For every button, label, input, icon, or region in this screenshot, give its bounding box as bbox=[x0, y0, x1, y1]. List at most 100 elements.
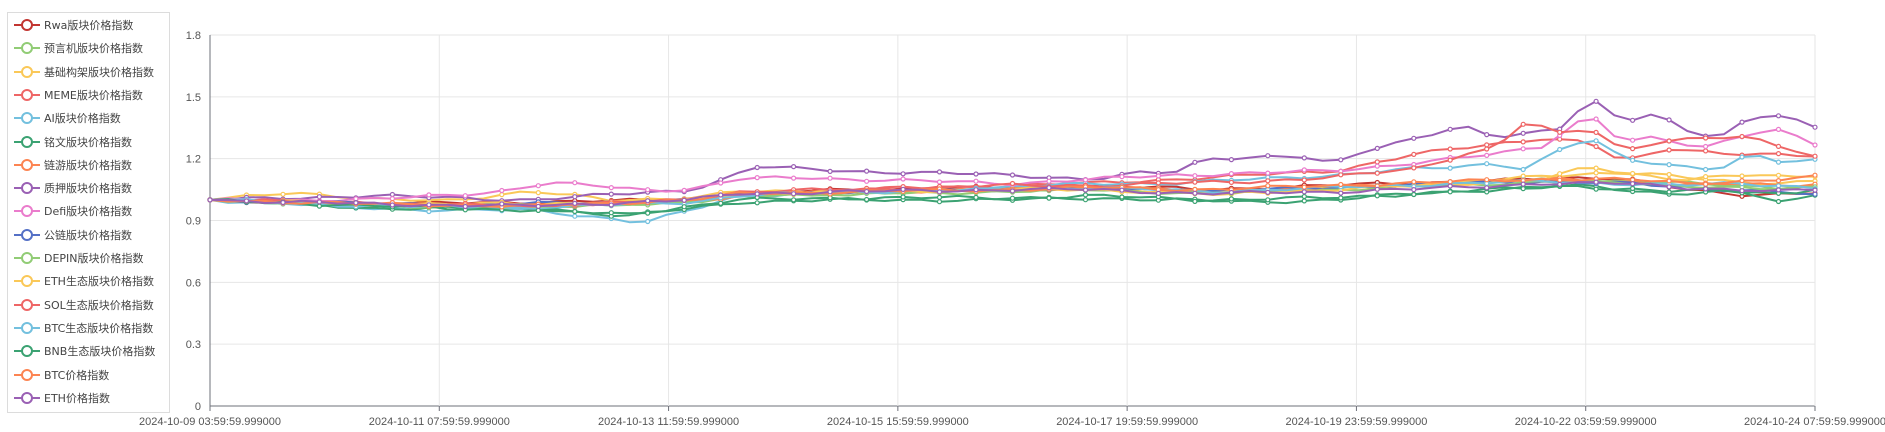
data-point[interactable] bbox=[1593, 170, 1599, 176]
data-point[interactable] bbox=[645, 210, 651, 216]
data-point[interactable] bbox=[1666, 184, 1672, 190]
data-point[interactable] bbox=[1739, 133, 1745, 140]
data-point[interactable] bbox=[1447, 179, 1453, 185]
legend-item[interactable]: 质押版块价格指数 bbox=[14, 180, 132, 196]
data-point[interactable] bbox=[1301, 184, 1307, 190]
data-point[interactable] bbox=[572, 213, 578, 219]
data-point[interactable] bbox=[1593, 98, 1599, 104]
data-point[interactable] bbox=[1629, 185, 1636, 192]
legend-item[interactable]: DEPIN版块价格指数 bbox=[14, 250, 144, 266]
data-point[interactable] bbox=[608, 202, 614, 208]
data-point[interactable] bbox=[827, 175, 833, 181]
legend-item[interactable]: ETH价格指数 bbox=[14, 390, 110, 406]
data-point[interactable] bbox=[1702, 135, 1709, 141]
data-point[interactable] bbox=[1119, 194, 1125, 200]
data-point[interactable] bbox=[1082, 177, 1089, 183]
data-point[interactable] bbox=[1739, 173, 1745, 179]
data-point[interactable] bbox=[790, 175, 797, 181]
data-point[interactable] bbox=[1265, 189, 1271, 195]
data-point[interactable] bbox=[1374, 159, 1380, 165]
data-point[interactable] bbox=[1739, 119, 1745, 125]
data-point[interactable] bbox=[1812, 172, 1818, 178]
data-point[interactable] bbox=[1009, 188, 1016, 194]
data-point[interactable] bbox=[936, 179, 943, 185]
data-point[interactable] bbox=[1484, 132, 1490, 138]
data-point[interactable] bbox=[973, 171, 979, 177]
data-point[interactable] bbox=[1447, 126, 1453, 132]
legend-item[interactable]: ETH生态版块价格指数 bbox=[14, 273, 154, 289]
data-point[interactable] bbox=[535, 183, 541, 189]
data-point[interactable] bbox=[1739, 188, 1745, 194]
data-point[interactable] bbox=[1301, 193, 1307, 200]
data-point[interactable] bbox=[572, 180, 578, 186]
data-point[interactable] bbox=[1520, 130, 1526, 136]
data-point[interactable] bbox=[608, 185, 614, 191]
data-point[interactable] bbox=[316, 194, 322, 200]
legend-item[interactable]: BNB生态版块价格指数 bbox=[14, 343, 155, 359]
data-point[interactable] bbox=[353, 200, 359, 206]
data-point[interactable] bbox=[1155, 190, 1162, 196]
data-point[interactable] bbox=[1629, 117, 1636, 123]
legend-item[interactable]: 预言机版块价格指数 bbox=[14, 40, 143, 56]
data-point[interactable] bbox=[1775, 143, 1782, 149]
data-point[interactable] bbox=[1702, 143, 1709, 150]
data-point[interactable] bbox=[1374, 145, 1380, 151]
data-point[interactable] bbox=[1228, 179, 1235, 185]
data-point[interactable] bbox=[1520, 181, 1526, 187]
data-point[interactable] bbox=[754, 164, 760, 171]
data-point[interactable] bbox=[1192, 173, 1198, 179]
data-point[interactable] bbox=[1666, 171, 1672, 178]
legend-item[interactable]: 链游版块价格指数 bbox=[14, 157, 132, 173]
data-point[interactable] bbox=[973, 187, 979, 193]
data-point[interactable] bbox=[718, 192, 724, 198]
data-point[interactable] bbox=[1812, 153, 1818, 159]
data-point[interactable] bbox=[1265, 197, 1271, 203]
data-point[interactable] bbox=[1411, 135, 1417, 141]
data-point[interactable] bbox=[790, 164, 797, 170]
data-point[interactable] bbox=[827, 168, 833, 174]
data-point[interactable] bbox=[718, 180, 724, 186]
data-point[interactable] bbox=[1411, 191, 1417, 198]
legend-item[interactable]: SOL生态版块价格指数 bbox=[14, 297, 154, 313]
legend-item[interactable]: BTC价格指数 bbox=[14, 367, 109, 383]
data-point[interactable] bbox=[1119, 187, 1125, 193]
data-point[interactable] bbox=[754, 191, 760, 197]
data-point[interactable] bbox=[681, 197, 687, 203]
data-point[interactable] bbox=[1702, 181, 1709, 187]
data-point[interactable] bbox=[1447, 183, 1453, 189]
data-point[interactable] bbox=[1557, 171, 1563, 177]
data-point[interactable] bbox=[754, 200, 760, 206]
data-point[interactable] bbox=[790, 197, 797, 203]
data-point[interactable] bbox=[900, 176, 906, 182]
data-point[interactable] bbox=[1775, 151, 1782, 157]
data-point[interactable] bbox=[681, 187, 687, 193]
data-point[interactable] bbox=[1484, 185, 1490, 191]
data-point[interactable] bbox=[1411, 151, 1417, 157]
data-point[interactable] bbox=[1374, 163, 1380, 169]
data-point[interactable] bbox=[1338, 190, 1344, 196]
data-point[interactable] bbox=[1374, 186, 1380, 192]
data-point[interactable] bbox=[681, 204, 687, 210]
data-point[interactable] bbox=[1702, 166, 1709, 173]
legend-item[interactable]: Rwa版块价格指数 bbox=[14, 17, 133, 33]
data-point[interactable] bbox=[1775, 126, 1782, 132]
data-point[interactable] bbox=[1666, 189, 1672, 195]
data-point[interactable] bbox=[900, 194, 906, 200]
data-point[interactable] bbox=[207, 197, 213, 203]
legend-item[interactable]: 基础构架版块价格指数 bbox=[14, 64, 154, 80]
data-point[interactable] bbox=[1629, 181, 1636, 187]
data-point[interactable] bbox=[1411, 165, 1417, 171]
data-point[interactable] bbox=[1775, 159, 1782, 165]
data-point[interactable] bbox=[1739, 178, 1745, 184]
legend-item[interactable]: 铭文版块价格指数 bbox=[14, 134, 132, 150]
legend-item[interactable]: AI版块价格指数 bbox=[14, 110, 121, 126]
data-point[interactable] bbox=[1702, 186, 1709, 192]
data-point[interactable] bbox=[1265, 170, 1271, 176]
data-point[interactable] bbox=[1593, 165, 1599, 171]
data-point[interactable] bbox=[499, 187, 505, 194]
data-point[interactable] bbox=[1155, 180, 1162, 186]
data-point[interactable] bbox=[1046, 195, 1052, 201]
data-point[interactable] bbox=[863, 188, 870, 195]
data-point[interactable] bbox=[1812, 124, 1818, 130]
data-point[interactable] bbox=[754, 175, 760, 181]
